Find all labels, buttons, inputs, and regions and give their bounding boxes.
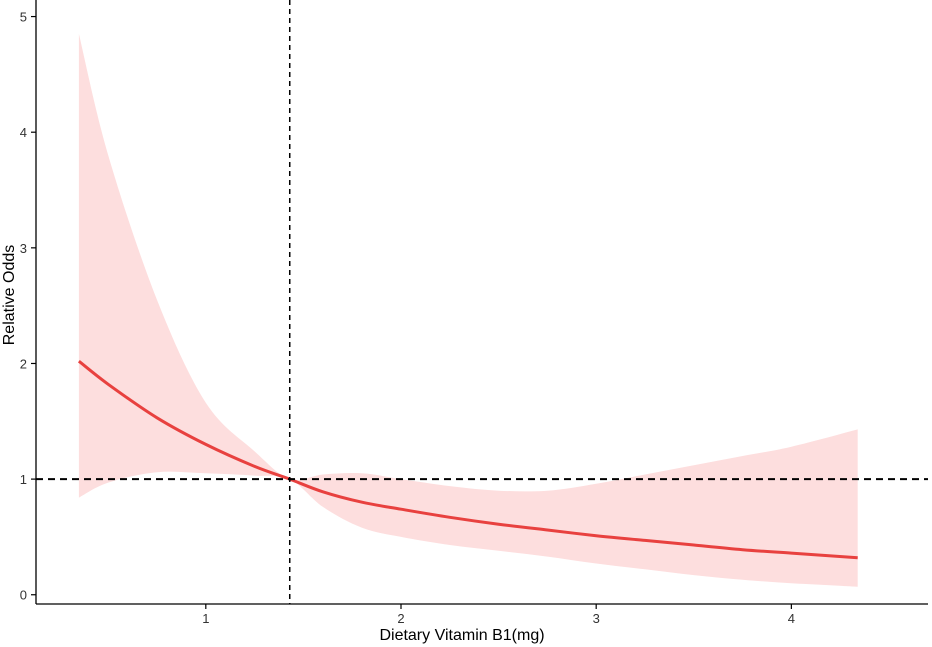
confidence-band-layer xyxy=(78,33,858,587)
y-tick-label: 1 xyxy=(20,472,27,487)
confidence-band xyxy=(78,33,858,587)
odds-curve xyxy=(77,360,858,560)
y-tick-label: 5 xyxy=(20,10,27,25)
y-tick-label: 0 xyxy=(20,588,27,603)
y-tick-label: 3 xyxy=(20,241,27,256)
y-tick-label: 2 xyxy=(20,356,27,371)
axes-layer xyxy=(35,0,928,605)
y-axis-title: Relative Odds xyxy=(1,245,18,346)
ticks-layer: 1 2 3 4 0 1 2 3 4 5 xyxy=(20,10,795,626)
x-tick-label: 1 xyxy=(202,611,209,626)
x-tick-label: 4 xyxy=(788,611,795,626)
x-axis-title: Dietary Vitamin B1(mg) xyxy=(379,627,544,644)
x-tick-label: 2 xyxy=(397,611,404,626)
odds-line-layer xyxy=(77,360,858,560)
reference-lines-layer xyxy=(36,0,928,604)
x-tick-label: 3 xyxy=(593,611,600,626)
y-tick-label: 4 xyxy=(20,125,27,140)
